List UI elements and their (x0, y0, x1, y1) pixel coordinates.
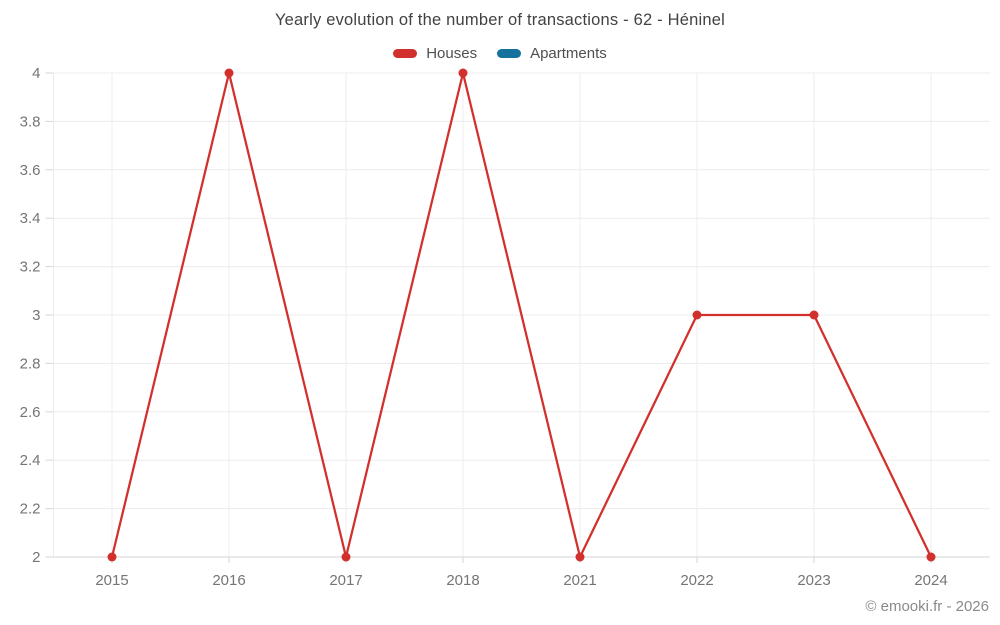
data-point-houses[interactable] (575, 552, 585, 562)
data-point-houses[interactable] (692, 310, 702, 320)
y-tick-label: 3.2 (20, 259, 41, 276)
y-tick-label: 2 (32, 549, 40, 566)
y-tick-label: 3 (32, 307, 40, 324)
data-point-houses[interactable] (809, 310, 819, 320)
legend-swatch-houses (393, 49, 418, 58)
legend-item-houses[interactable]: Houses (393, 45, 477, 62)
x-tick-label: 2016 (212, 572, 245, 589)
y-tick-label: 2.2 (20, 501, 41, 518)
x-tick-label: 2022 (680, 572, 713, 589)
legend-item-apartments[interactable]: Apartments (497, 45, 607, 62)
x-tick-label: 2017 (329, 572, 362, 589)
legend: Houses Apartments (0, 45, 1000, 62)
y-tick-label: 2.4 (20, 452, 41, 469)
chart-title: Yearly evolution of the number of transa… (274, 11, 725, 29)
x-tick-label: 2024 (914, 572, 947, 589)
copyright: © emooki.fr - 2026 (865, 598, 989, 615)
y-tick-label: 3.8 (20, 113, 41, 130)
y-tick-label: 2.6 (20, 404, 41, 421)
y-tick-label: 3.6 (20, 162, 41, 179)
y-tick-label: 2.8 (20, 355, 41, 372)
x-tick-label: 2021 (563, 572, 596, 589)
y-tick-label: 3.4 (20, 210, 41, 227)
series-line-houses (110, 71, 933, 559)
data-point-houses[interactable] (224, 68, 234, 78)
data-point-houses[interactable] (458, 68, 468, 78)
legend-label-apartments: Apartments (530, 45, 607, 62)
y-tick-label: 4 (32, 65, 40, 82)
x-tick-label: 2015 (95, 572, 128, 589)
x-tick-label: 2018 (446, 572, 479, 589)
x-tick-label: 2023 (797, 572, 830, 589)
data-point-houses[interactable] (341, 552, 351, 562)
data-point-houses[interactable] (926, 552, 936, 562)
data-point-houses[interactable] (107, 552, 117, 562)
legend-swatch-apartments (497, 49, 522, 58)
legend-label-houses: Houses (426, 45, 478, 62)
